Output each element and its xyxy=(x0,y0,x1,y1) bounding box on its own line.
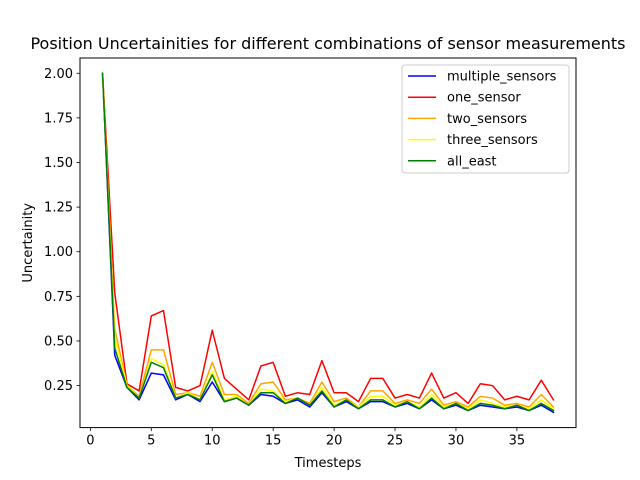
x-tick-label: 0 xyxy=(86,434,94,449)
y-tick-label: 1.75 xyxy=(44,111,73,126)
y-tick-label: 0.50 xyxy=(44,334,73,349)
legend-label-one-sensor: one_sensor xyxy=(447,91,521,106)
x-axis-ticks: 0 5 10 15 20 25 30 35 xyxy=(86,427,526,449)
series-layer xyxy=(101,72,555,414)
x-axis-label: Timesteps xyxy=(294,456,362,471)
y-tick-label: 0.75 xyxy=(44,290,73,305)
x-tick-label: 20 xyxy=(326,434,343,449)
legend-box xyxy=(401,64,570,174)
legend-label-three-sensors: three_sensors xyxy=(447,133,538,148)
y-axis-label: Uncertainity xyxy=(21,203,36,283)
plot-frame xyxy=(79,57,577,429)
legend-label-two-sensors: two_sensors xyxy=(447,112,527,127)
series-line-all-east xyxy=(101,72,555,412)
chart-title: Position Uncertainities for different co… xyxy=(30,34,625,53)
x-tick-label: 35 xyxy=(509,434,526,449)
y-tick-label: 1.50 xyxy=(44,156,73,171)
series-line-one-sensor xyxy=(101,72,555,405)
series-line-two-sensors xyxy=(101,72,555,409)
x-tick-label: 10 xyxy=(204,434,221,449)
y-tick-label: 1.25 xyxy=(44,201,73,216)
legend-label-multiple-sensors: multiple_sensors xyxy=(447,70,557,85)
x-tick-label: 15 xyxy=(265,434,282,449)
x-tick-label: 25 xyxy=(387,434,404,449)
x-tick-label: 30 xyxy=(448,434,465,449)
x-tick-label: 5 xyxy=(147,434,155,449)
y-tick-label: 1.00 xyxy=(44,245,73,260)
y-axis-ticks: 0.25 0.50 0.75 1.00 1.25 1.50 1.75 2.00 xyxy=(44,67,80,394)
legend: multiple_sensors one_sensor two_sensorsthr… xyxy=(401,64,570,174)
legend-label-all-east: all_east xyxy=(447,154,497,169)
y-tick-label: 2.00 xyxy=(44,67,73,82)
y-tick-label: 0.25 xyxy=(44,379,73,394)
